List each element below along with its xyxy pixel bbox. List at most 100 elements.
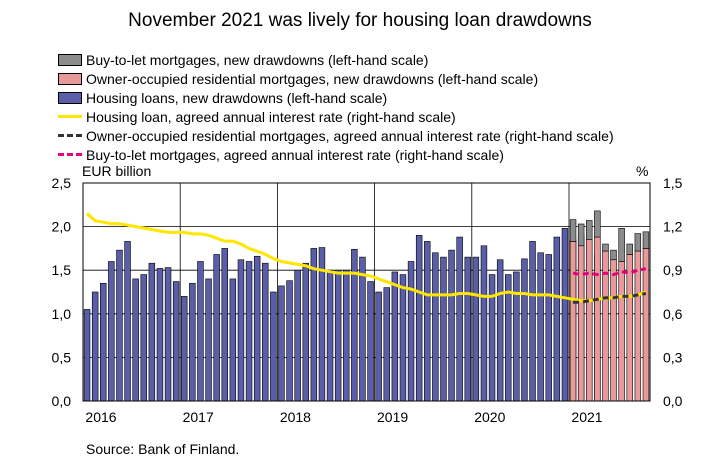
bar-buy-to-let	[618, 228, 625, 262]
legend: Buy-to-let mortgages, new drawdowns (lef…	[58, 50, 614, 164]
legend-label: Housing loans, new drawdowns (left-hand …	[86, 89, 388, 106]
bar-owner-occupied	[618, 261, 625, 402]
bar-owner-occupied	[634, 250, 642, 402]
bar-housing-loans	[521, 258, 528, 402]
bar-buy-to-let	[577, 223, 585, 247]
bar-housing-loans	[278, 285, 285, 402]
bar-housing-loans	[124, 241, 131, 402]
bar-housing-loans	[294, 269, 301, 402]
legend-line-magenta-dashed	[58, 153, 82, 156]
bar-housing-loans	[472, 256, 480, 402]
right-axis-tick-label: 0,0	[663, 393, 683, 409]
bar-housing-loans	[488, 274, 496, 402]
bar-housing-loans	[253, 255, 261, 402]
legend-swatch-pink	[58, 72, 82, 85]
x-axis-tick-label: 2020	[474, 409, 505, 425]
x-axis-tick-label: 2018	[280, 409, 311, 425]
bar-housing-loans	[407, 261, 415, 402]
bar-buy-to-let	[594, 210, 601, 238]
bar-buy-to-let	[586, 220, 593, 240]
bar-housing-loans	[197, 261, 204, 402]
bar-buy-to-let	[610, 249, 617, 261]
bar-owner-occupied	[610, 259, 617, 402]
bar-housing-loans	[456, 236, 463, 402]
bar-housing-loans	[91, 291, 99, 402]
bar-housing-loans	[229, 278, 237, 402]
left-axis-unit: EUR billion	[82, 163, 152, 179]
bar-housing-loans	[326, 269, 334, 402]
bar-housing-loans	[205, 278, 212, 402]
bar-housing-loans	[262, 262, 269, 402]
source-note: Source: Bank of Finland.	[86, 441, 240, 457]
legend-label: Owner-occupied residential mortgages, ne…	[86, 70, 539, 87]
bar-housing-loans	[164, 267, 172, 402]
right-axis-tick-label: 0,3	[663, 349, 683, 365]
legend-swatch-blue	[58, 91, 82, 104]
bar-housing-loans	[383, 287, 390, 402]
bar-housing-loans	[116, 249, 123, 402]
bar-owner-occupied	[569, 241, 577, 402]
legend-item-housing-drawdowns: Housing loans, new drawdowns (left-hand …	[58, 88, 614, 107]
left-axis-tick-label: 1,5	[52, 262, 72, 278]
bar-housing-loans	[100, 282, 107, 402]
right-axis-tick-label: 0,6	[663, 306, 683, 322]
left-axis-tick-label: 2,5	[52, 175, 72, 191]
bar-housing-loans	[367, 281, 374, 402]
plot-frame	[82, 182, 651, 402]
chart-title: November 2021 was lively for housing loa…	[128, 10, 592, 31]
bar-owner-occupied	[594, 236, 601, 402]
bar-buy-to-let	[634, 233, 642, 252]
bar-housing-loans	[132, 278, 139, 402]
bar-housing-loans	[553, 236, 561, 402]
legend-label: Owner-occupied residential mortgages, ag…	[86, 127, 614, 144]
bar-housing-loans	[213, 254, 220, 402]
bar-housing-loans	[286, 280, 293, 402]
bar-housing-loans	[480, 245, 488, 402]
bar-housing-loans	[496, 259, 504, 402]
bar-housing-loans	[156, 268, 164, 402]
bar-housing-loans	[432, 252, 439, 402]
left-axis-tick-label: 0,5	[52, 349, 72, 365]
bar-housing-loans	[302, 262, 309, 402]
right-axis-unit: %	[636, 163, 649, 179]
legend-line-yellow	[58, 115, 82, 118]
bar-housing-loans	[334, 269, 342, 402]
line-buy-to-let-rate	[572, 267, 647, 277]
left-axis-tick-label: 2,0	[52, 219, 72, 235]
bar-owner-occupied	[577, 245, 585, 402]
bar-housing-loans	[529, 241, 536, 402]
legend-item-housing-rate: Housing loan, agreed annual interest rat…	[58, 107, 614, 126]
left-axis-tick-label: 1,0	[52, 306, 72, 322]
legend-label: Housing loan, agreed annual interest rat…	[86, 108, 456, 125]
bar-housing-loans	[189, 282, 196, 402]
bar-housing-loans	[245, 261, 253, 402]
bar-buy-to-let	[626, 243, 633, 255]
bar-housing-loans	[448, 249, 455, 402]
bar-housing-loans	[440, 256, 447, 402]
bar-housing-loans	[415, 235, 423, 402]
right-axis-tick-label: 0,9	[663, 262, 683, 278]
bar-housing-loans	[148, 262, 156, 402]
bar-housing-loans	[172, 281, 180, 402]
line-owner-occupied-rate	[573, 292, 647, 304]
bar-housing-loans	[140, 274, 147, 402]
legend-item-buy-to-let-rate: Buy-to-let mortgages, agreed annual inte…	[58, 145, 614, 164]
bar-housing-loans	[545, 254, 552, 402]
bar-housing-loans	[221, 248, 228, 402]
bar-owner-occupied	[586, 239, 593, 402]
bar-housing-loans	[108, 261, 115, 402]
bar-housing-loans	[343, 269, 350, 402]
x-axis-tick-label: 2016	[85, 409, 116, 425]
line-housing-loan-rate	[86, 212, 647, 303]
bar-housing-loans	[237, 259, 245, 402]
left-axis-tick-label: 0,0	[52, 393, 72, 409]
bar-housing-loans	[359, 256, 366, 402]
bar-housing-loans	[513, 271, 520, 402]
bar-housing-loans	[537, 252, 544, 402]
x-axis-tick-label: 2017	[183, 409, 214, 425]
bar-owner-occupied	[642, 248, 650, 402]
bar-buy-to-let	[602, 243, 609, 252]
legend-item-buy-to-let-drawdowns: Buy-to-let mortgages, new drawdowns (lef…	[58, 50, 614, 69]
bar-housing-loans	[270, 291, 277, 402]
